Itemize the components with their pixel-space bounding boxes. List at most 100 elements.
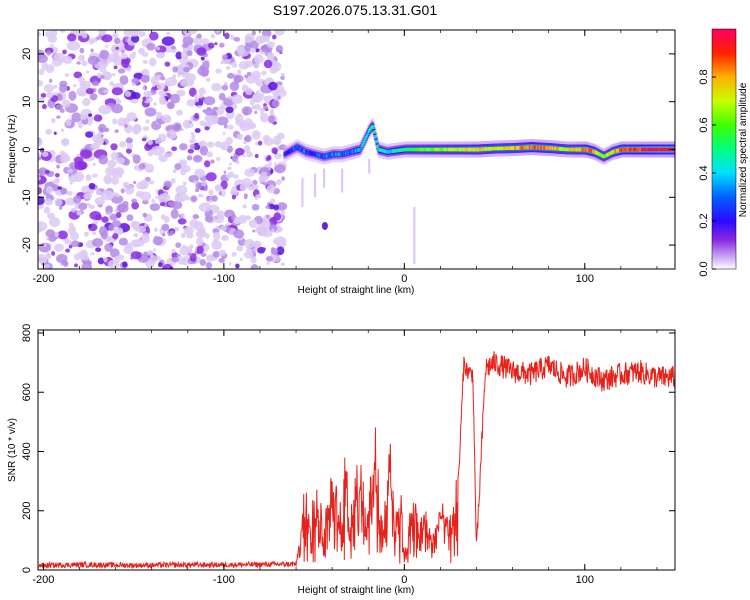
noise-blob	[119, 75, 129, 85]
noise-blob	[82, 97, 91, 107]
noise-blob	[152, 236, 164, 246]
noise-blob	[132, 123, 142, 134]
noise-blob	[205, 77, 211, 82]
noise-blob	[172, 169, 177, 174]
noise-blob	[139, 179, 149, 190]
noise-blob	[239, 257, 243, 261]
noise-blob	[45, 185, 54, 194]
noise-blob	[195, 181, 203, 190]
noise-blob	[228, 262, 232, 266]
noise-blob	[60, 30, 66, 33]
noise-blob	[44, 198, 53, 206]
noise-blob	[40, 92, 47, 98]
noise-blob	[261, 70, 267, 76]
noise-blob	[43, 84, 55, 93]
noise-blob	[238, 214, 248, 224]
noise-blob	[98, 226, 108, 236]
noise-blob	[231, 194, 237, 200]
noise-blob	[70, 207, 77, 213]
noise-blob	[61, 138, 70, 146]
snr-ylabel: SNR (10 * v/v)	[7, 418, 18, 482]
noise-blob	[196, 47, 207, 56]
noise-blob	[252, 183, 255, 187]
ridge-blob	[321, 221, 328, 230]
noise-blob	[149, 31, 159, 41]
noise-blob	[249, 47, 257, 54]
noise-blob	[175, 51, 183, 60]
noise-blob	[186, 99, 196, 107]
noise-blob	[243, 144, 251, 153]
noise-blob	[251, 105, 257, 110]
noise-blob	[115, 46, 120, 50]
noise-blob	[89, 93, 98, 101]
snr-series-line	[38, 351, 675, 570]
noise-blob	[203, 96, 216, 106]
noise-blob	[251, 130, 261, 140]
noise-blob	[218, 191, 222, 196]
noise-blob	[196, 33, 202, 39]
noise-blob	[223, 124, 228, 129]
snr-panel: -200 -100 0 100 0 200 400 600 800 Height of stra…	[7, 324, 676, 596]
noise-blob	[277, 95, 281, 100]
noise-blob	[38, 32, 42, 37]
colorbar: 0.0 0.2 0.4 0.6 0.8 Normalized spectral ampl…	[698, 28, 749, 277]
noise-blob	[213, 231, 221, 241]
noise-blob	[133, 180, 137, 185]
noise-blob	[107, 212, 113, 216]
noise-blob	[276, 48, 281, 53]
noise-blob	[48, 78, 53, 83]
noise-blob	[243, 239, 256, 249]
noise-blob	[142, 212, 148, 218]
noise-blob	[227, 166, 232, 171]
noise-blob	[242, 204, 247, 209]
noise-blob	[156, 46, 160, 51]
snr-axes: -200 -100 0 100 0 200 400 600 800	[21, 324, 675, 586]
noise-blob	[164, 61, 171, 67]
colorbar-tick-label: 0.6	[698, 117, 710, 132]
noise-blob	[54, 173, 60, 178]
noise-blob	[274, 236, 287, 246]
noise-blob	[161, 223, 170, 231]
noise-blob	[68, 222, 74, 228]
noise-blob	[274, 164, 286, 174]
noise-blob	[38, 152, 41, 157]
noise-blob	[38, 68, 45, 76]
noise-blob	[113, 65, 118, 70]
spectrogram-xtick-label: -100	[213, 273, 235, 285]
noise-blob	[112, 233, 119, 240]
noise-blob	[273, 204, 280, 211]
noise-blob	[144, 107, 157, 117]
spectrogram-ylabel: Frequency (Hz)	[7, 115, 18, 184]
noise-blob	[206, 197, 211, 202]
noise-blob	[220, 225, 227, 231]
noise-blob	[92, 231, 97, 235]
noise-blob	[198, 87, 206, 96]
noise-blob	[281, 176, 286, 181]
ridge-streak	[413, 206, 416, 265]
noise-blob	[172, 74, 177, 79]
noise-blob	[261, 219, 271, 230]
noise-blob	[249, 123, 255, 129]
noise-blob	[171, 146, 178, 152]
noise-blob	[243, 193, 248, 198]
noise-blob	[170, 200, 183, 210]
noise-blob	[188, 87, 197, 97]
noise-blob	[53, 52, 66, 62]
noise-blob	[194, 112, 200, 119]
noise-blob	[88, 204, 95, 210]
noise-blob	[266, 214, 270, 219]
noise-blob	[109, 248, 120, 258]
ridge-cell	[374, 134, 377, 139]
noise-blob	[204, 160, 211, 168]
noise-blob	[176, 253, 181, 257]
noise-blob	[208, 42, 215, 49]
snr-xtick-label: -200	[32, 574, 54, 586]
noise-blob	[171, 45, 176, 50]
noise-blob	[99, 66, 107, 73]
noise-blob	[111, 220, 122, 228]
noise-blob	[63, 260, 69, 268]
noise-blob	[222, 132, 226, 136]
ridge-cell	[365, 133, 368, 138]
noise-blob	[211, 195, 218, 202]
noise-blob	[74, 263, 79, 268]
